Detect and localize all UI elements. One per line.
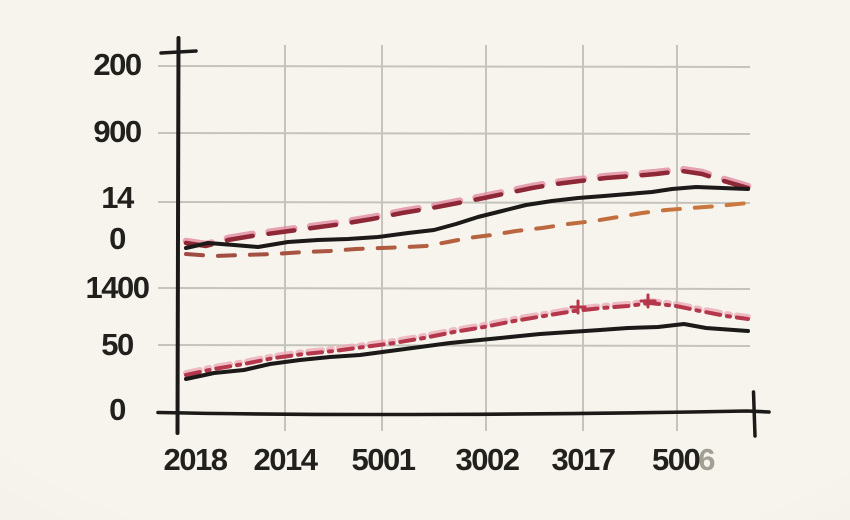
horizontal-gridline-1 (157, 132, 751, 135)
gridlines (157, 45, 751, 431)
x-tick-label-1: 2014 (253, 442, 318, 477)
upper-black-solid-line (184, 185, 750, 250)
horizontal-gridline-4 (157, 344, 751, 347)
x-axis-line (156, 409, 771, 417)
plus-marker-0 (569, 299, 587, 315)
lower-black-solid-line (184, 322, 750, 381)
y-tick-label-5: 50 (101, 327, 134, 362)
y-tick-label-3: 0 (109, 221, 126, 256)
y-axis-line (175, 36, 181, 435)
y-tick-label-0: 200 (93, 47, 142, 82)
upper-orange-dashed-line (184, 201, 750, 258)
upper-maroon-dashed-line (183, 168, 751, 249)
x-tick-label-0: 2018 (163, 442, 228, 477)
x-tick-label-3: 3002 (455, 442, 520, 477)
y-tick-label-6: 0 (109, 392, 126, 427)
plus-marker-1 (639, 293, 657, 309)
lower-red-dashdot-line (184, 301, 750, 377)
x-tick-label-5: 5006 (623, 442, 743, 478)
horizontal-gridline-0 (157, 65, 751, 68)
y-axis-top-tick (159, 49, 198, 55)
x-tick-label-5-faint-suffix: 6 (698, 442, 715, 477)
x-axis-end-tick (751, 390, 757, 438)
horizontal-gridline-3 (157, 287, 751, 290)
y-tick-label-1: 900 (93, 114, 142, 149)
x-tick-label-4: 3017 (551, 442, 616, 477)
y-tick-label-4: 1400 (85, 270, 150, 305)
axes (156, 36, 771, 438)
x-tick-label-5-prefix: 500 (652, 442, 701, 477)
x-tick-label-2: 5001 (351, 442, 416, 477)
plus-markers (569, 293, 657, 315)
data-series (182, 165, 752, 381)
y-tick-label-2: 14 (101, 180, 134, 215)
